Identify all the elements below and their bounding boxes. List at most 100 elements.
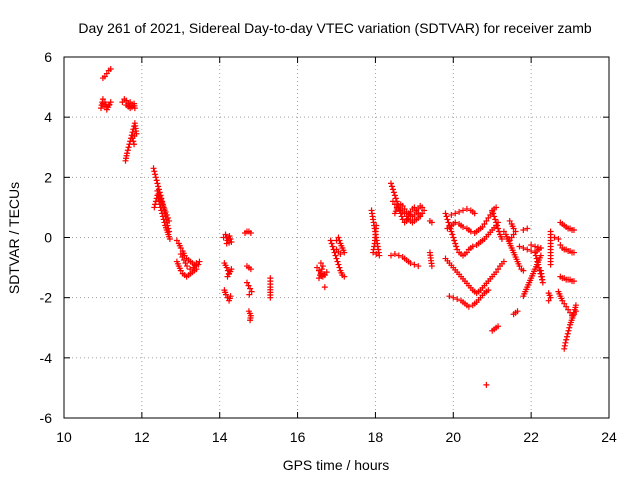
data-point — [247, 266, 254, 273]
data-point — [520, 267, 527, 274]
data-point — [532, 243, 539, 250]
data-point — [153, 177, 160, 184]
y-tick-label: 6 — [44, 49, 52, 65]
data-point — [532, 249, 539, 256]
data-point — [248, 288, 255, 295]
data-point — [508, 234, 515, 241]
data-point — [129, 135, 136, 142]
data-point — [411, 261, 418, 268]
data-point — [107, 66, 114, 73]
data-point — [506, 217, 513, 224]
data-point — [335, 261, 342, 268]
x-tick-label: 10 — [56, 429, 72, 445]
data-point — [391, 251, 398, 258]
data-point — [561, 300, 568, 307]
data-point — [341, 273, 348, 280]
data-point — [247, 317, 254, 324]
x-tick-label: 16 — [290, 429, 306, 445]
data-point — [227, 236, 234, 243]
data-point — [460, 223, 467, 230]
data-point — [182, 260, 189, 267]
data-point — [150, 165, 157, 172]
data-point — [417, 213, 424, 220]
data-point — [373, 251, 380, 258]
y-tick-label: -2 — [40, 290, 53, 306]
data-point — [223, 264, 230, 271]
data-point — [559, 297, 566, 304]
data-point — [415, 205, 422, 212]
data-point — [125, 144, 132, 151]
data-point — [373, 222, 380, 229]
data-point — [334, 258, 341, 265]
data-point — [463, 205, 470, 212]
data-point — [392, 195, 399, 202]
data-point — [151, 204, 158, 211]
data-point — [403, 213, 410, 220]
data-point — [193, 260, 200, 267]
data-point — [162, 208, 169, 215]
data-point — [391, 192, 398, 199]
y-tick-label: -6 — [40, 410, 53, 426]
data-point — [315, 275, 322, 282]
data-point — [159, 199, 166, 206]
data-point — [317, 260, 324, 267]
data-point — [332, 252, 339, 259]
data-point — [481, 220, 488, 227]
data-point — [179, 254, 186, 261]
data-point — [449, 231, 456, 238]
data-point — [443, 213, 450, 220]
data-point — [243, 279, 250, 286]
data-point — [445, 219, 452, 226]
data-point — [399, 216, 406, 223]
data-point — [547, 261, 554, 268]
data-point — [184, 263, 191, 270]
data-point — [317, 269, 324, 276]
data-point — [227, 293, 234, 300]
data-point — [156, 193, 163, 200]
data-point — [177, 245, 184, 252]
data-point — [535, 261, 542, 268]
data-point — [520, 245, 527, 252]
data-point — [177, 251, 184, 258]
data-point — [479, 223, 486, 230]
data-point — [469, 243, 476, 250]
data-point — [223, 240, 230, 247]
data-point — [442, 210, 449, 217]
data-point — [483, 217, 490, 224]
data-point — [465, 303, 472, 310]
data-point — [336, 237, 343, 244]
data-point — [563, 333, 570, 340]
data-point — [491, 213, 498, 220]
data-point — [454, 246, 461, 253]
data-point — [157, 196, 164, 203]
data-point — [329, 243, 336, 250]
y-tick-label: 4 — [44, 109, 52, 125]
data-point — [452, 240, 459, 247]
data-point — [319, 263, 326, 270]
chart-title: Day 261 of 2021, Sidereal Day-to-day VTE… — [78, 20, 591, 36]
data-point — [444, 216, 451, 223]
data-point — [389, 198, 396, 205]
data-point — [533, 255, 540, 262]
data-point — [389, 186, 396, 193]
data-point — [119, 99, 126, 106]
data-point — [565, 306, 572, 313]
data-point — [448, 211, 455, 218]
data-point — [565, 327, 572, 334]
data-point — [161, 205, 168, 212]
data-point — [160, 202, 167, 209]
data-point — [247, 229, 254, 236]
y-tick-label: 0 — [44, 230, 52, 246]
data-point — [124, 150, 131, 157]
data-point — [413, 208, 420, 215]
data-point — [245, 282, 252, 289]
y-tick-label: 2 — [44, 169, 52, 185]
data-point — [411, 204, 418, 211]
x-tick-label: 12 — [134, 429, 150, 445]
data-point — [187, 266, 194, 273]
y-tick-label: -4 — [40, 350, 53, 366]
data-point — [161, 219, 168, 226]
data-point — [127, 99, 134, 106]
data-point — [446, 293, 453, 300]
